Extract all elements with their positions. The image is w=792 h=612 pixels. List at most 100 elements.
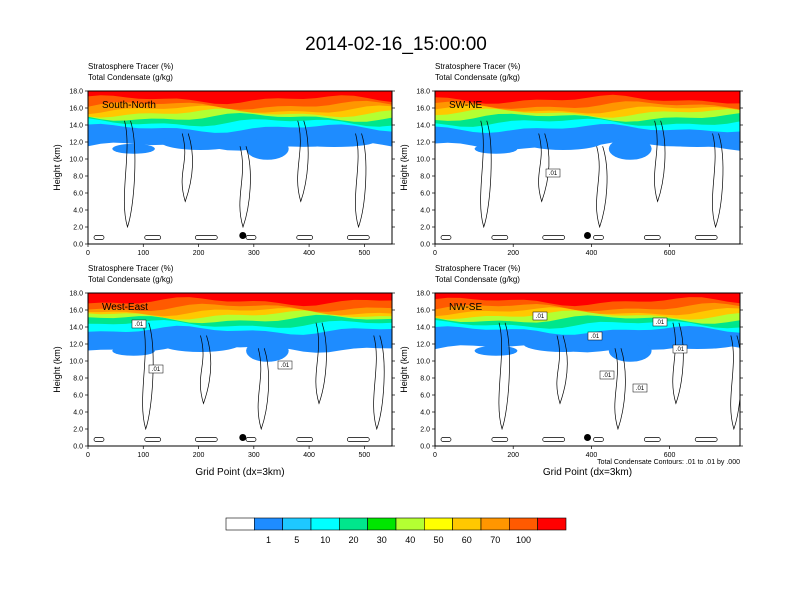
y-tick-label: 0.0 <box>420 242 430 249</box>
contour-surface <box>346 437 370 442</box>
colorbar-swatch <box>254 517 283 531</box>
plot-frame <box>434 90 741 245</box>
y-tick-label: 18.0 <box>416 89 430 96</box>
contour-label-box <box>545 168 561 178</box>
y-tick-label: 14.0 <box>416 123 430 130</box>
tracer-band-8 <box>435 293 740 307</box>
y-tick-label: 0.0 <box>420 444 430 451</box>
tracer-blob <box>294 339 374 349</box>
y-tick-label: 16.0 <box>416 106 430 113</box>
y-tick-label: 6.0 <box>420 393 430 400</box>
contour-label-box <box>148 364 164 374</box>
y-axis-label: Height (km) <box>399 346 409 393</box>
contour-surface <box>643 235 661 240</box>
panel-title-tracer: Stratosphere Tracer (%) <box>435 62 521 71</box>
contour-surface <box>542 235 566 240</box>
contour-line <box>654 120 666 203</box>
x-tick-label: 400 <box>303 250 315 257</box>
colorbar-label: 60 <box>462 535 472 545</box>
tracer-blob <box>246 339 289 362</box>
colorbar-swatch <box>282 517 312 531</box>
tracer-blob <box>294 137 374 147</box>
panel-label: SW-NE <box>449 100 482 111</box>
contour-surface <box>440 235 452 240</box>
tracer-blob <box>112 345 155 356</box>
y-tick-label: 16.0 <box>69 308 83 315</box>
panel-west-east: Stratosphere Tracer (%) Total Condensate … <box>52 264 395 478</box>
contour-line <box>614 348 626 431</box>
y-tick-label: 16.0 <box>69 106 83 113</box>
panel-title-condensate: Total Condensate (g/kg) <box>435 73 520 82</box>
contour-label-box <box>587 331 603 341</box>
x-tick-label: 300 <box>248 250 260 257</box>
colorbar-label: 70 <box>490 535 500 545</box>
tracer-blob <box>112 143 155 154</box>
y-tick-label: 0.0 <box>73 444 83 451</box>
tracer-field <box>435 91 740 160</box>
panel-label: South-North <box>102 100 156 111</box>
y-tick-label: 8.0 <box>420 174 430 181</box>
panel-title-tracer: Stratosphere Tracer (%) <box>88 62 174 71</box>
y-tick-label: 18.0 <box>69 291 83 298</box>
colorbar-swatch <box>480 517 510 531</box>
panels: Stratosphere Tracer (%) Total Condensate … <box>52 62 743 478</box>
tracer-band-8 <box>88 91 392 105</box>
condensate-contours <box>93 120 370 240</box>
tracer-blob <box>608 137 652 160</box>
tracer-blob <box>657 339 737 349</box>
x-axis-label: Grid Point (dx=3km) <box>195 467 284 478</box>
y-tick-label: 14.0 <box>69 123 83 130</box>
contour-label: .01 <box>591 334 600 340</box>
y-tick-label: 8.0 <box>73 376 83 383</box>
contour-surface <box>542 437 566 442</box>
y-tick-label: 14.0 <box>69 325 83 332</box>
contour-line <box>181 133 193 203</box>
contour-line <box>142 322 154 431</box>
y-tick-label: 4.0 <box>73 208 83 215</box>
contour-label: .01 <box>549 171 558 177</box>
contour-label-box <box>652 317 668 327</box>
location-marker <box>239 434 247 441</box>
y-tick-label: 8.0 <box>73 174 83 181</box>
x-tick-label: 0 <box>433 452 437 459</box>
contour-label: .01 <box>536 314 545 320</box>
panel-title-tracer: Stratosphere Tracer (%) <box>435 264 521 273</box>
x-tick-label: 600 <box>664 452 676 459</box>
y-axis-label: Height (km) <box>52 144 62 191</box>
panel-title-condensate: Total Condensate (g/kg) <box>88 73 173 82</box>
x-tick-label: 500 <box>359 250 371 257</box>
contour-surface <box>593 437 604 442</box>
colorbar-label: 20 <box>348 535 358 545</box>
colorbar-label: 100 <box>516 535 531 545</box>
contour-line <box>257 348 270 431</box>
tracer-band-8 <box>435 91 740 104</box>
plot-frame <box>87 292 393 447</box>
contour-surface <box>643 437 661 442</box>
colorbar-swatch <box>310 517 340 531</box>
tracer-band-8 <box>88 293 392 307</box>
contour-line <box>123 120 136 229</box>
contour-surface <box>245 235 257 240</box>
contour-line <box>297 120 309 203</box>
contour-label-box <box>599 370 615 380</box>
tracer-blob <box>161 336 240 352</box>
y-tick-label: 16.0 <box>416 308 430 315</box>
colorbar-swatch <box>423 517 453 531</box>
x-tick-label: 300 <box>248 452 260 459</box>
y-tick-label: 2.0 <box>420 427 430 434</box>
panel-label: NW-SE <box>449 302 482 313</box>
plot-frame <box>434 292 741 447</box>
y-tick-label: 4.0 <box>420 208 430 215</box>
colorbar-label: 50 <box>433 535 443 545</box>
y-tick-label: 0.0 <box>73 242 83 249</box>
contour-line <box>373 335 385 431</box>
y-tick-label: 2.0 <box>73 427 83 434</box>
contour-surface <box>346 235 370 240</box>
contour-label-box <box>532 311 548 321</box>
colorbar-swatch <box>508 517 538 531</box>
y-tick-label: 12.0 <box>416 140 430 147</box>
colorbar-swatch <box>537 517 567 531</box>
tracer-blob <box>608 339 652 362</box>
contour-line <box>556 335 568 405</box>
contour-surface <box>245 437 257 442</box>
